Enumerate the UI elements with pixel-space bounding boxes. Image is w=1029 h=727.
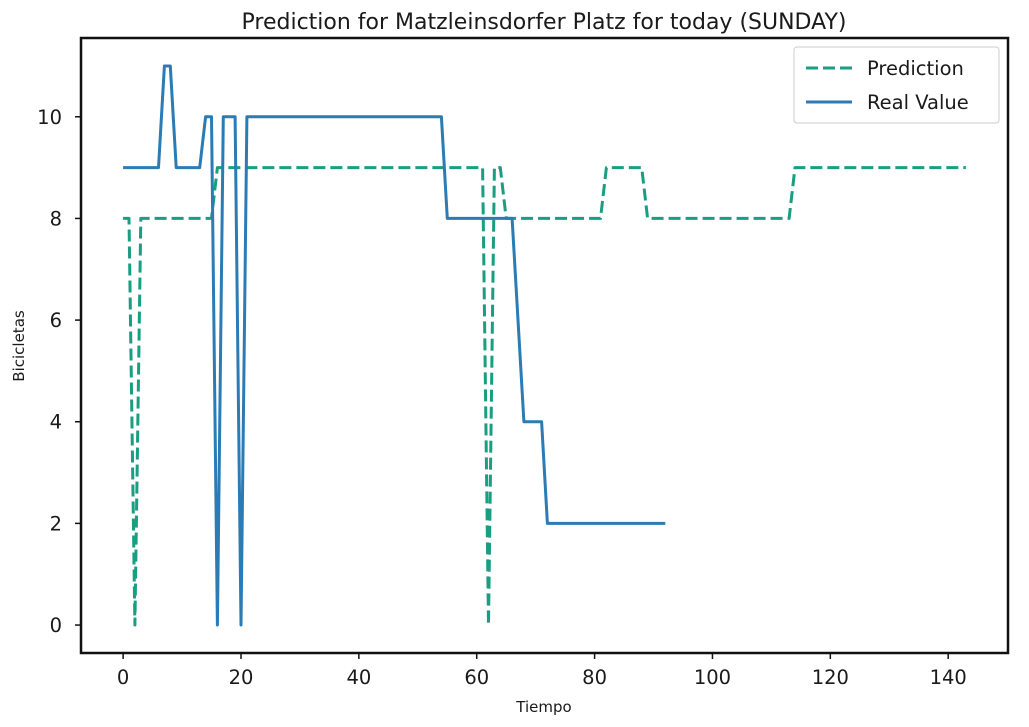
y-tick-label: 6 bbox=[50, 309, 62, 332]
plot-frame bbox=[79, 36, 1010, 655]
x-tick-label: 120 bbox=[812, 666, 849, 689]
x-axis-ticks: 0 20 40 60 80 100 120 140 bbox=[117, 653, 967, 689]
legend: Prediction Real Value bbox=[793, 46, 1000, 124]
y-tick-label: 4 bbox=[50, 411, 62, 434]
y-tick-label: 8 bbox=[50, 207, 62, 230]
legend-label-prediction: Prediction bbox=[867, 57, 964, 80]
y-axis-ticks: 0 2 4 6 8 10 bbox=[37, 106, 81, 637]
legend-label-real-value: Real Value bbox=[867, 91, 969, 114]
x-tick-label: 60 bbox=[464, 666, 489, 689]
x-axis-label: Tiempo bbox=[515, 698, 571, 716]
x-tick-label: 140 bbox=[930, 666, 967, 689]
x-tick-label: 100 bbox=[694, 666, 731, 689]
y-tick-label: 0 bbox=[50, 614, 62, 637]
x-tick-label: 40 bbox=[346, 666, 371, 689]
chart-title: Prediction for Matzleinsdorfer Platz for… bbox=[242, 10, 847, 35]
x-tick-label: 0 bbox=[117, 666, 129, 689]
x-tick-label: 20 bbox=[229, 666, 254, 689]
y-tick-label: 2 bbox=[50, 512, 62, 535]
legend-box bbox=[793, 46, 1000, 124]
y-axis-label: Bicicletas bbox=[10, 310, 28, 382]
series-line-prediction bbox=[123, 166, 966, 627]
x-tick-label: 80 bbox=[582, 666, 607, 689]
plot-lines bbox=[123, 64, 966, 627]
series-line-real-value bbox=[123, 64, 666, 627]
y-tick-label: 10 bbox=[37, 106, 62, 129]
